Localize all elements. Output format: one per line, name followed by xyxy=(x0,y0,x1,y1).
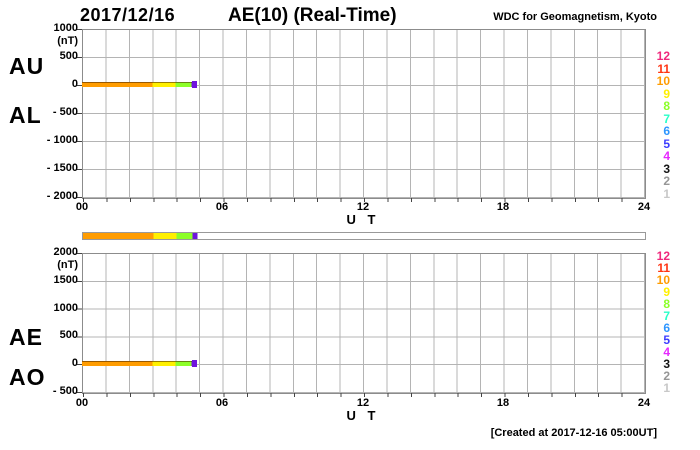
top-ytick-1000: 1000 xyxy=(53,22,78,34)
series-label-ae: AE xyxy=(9,324,43,350)
bottom-xtick-18: 18 xyxy=(496,397,510,409)
legend-item-11: 11 xyxy=(657,261,670,275)
legend-item-5: 5 xyxy=(663,136,670,151)
legend-item-1: 1 xyxy=(663,186,670,201)
legend-item-3: 3 xyxy=(663,357,670,371)
top-x-axis-ticks xyxy=(83,198,645,202)
bottom-ytick-1000: 1000 xyxy=(53,302,78,314)
legend-item-10: 10 xyxy=(656,74,670,89)
legend-item-6: 6 xyxy=(663,124,670,139)
top-x-axis-title: U T xyxy=(346,212,380,227)
station-count-legend-bottom: 12 11 10 9 8 7 6 5 4 3 2 1 xyxy=(644,249,670,395)
legend-item-9: 9 xyxy=(663,86,670,101)
bottom-ytick-2000: 2000 xyxy=(53,246,78,258)
legend-item-6: 6 xyxy=(663,321,670,335)
bottom-ytick-0: 0 xyxy=(71,357,78,369)
top-ytick-500: 500 xyxy=(59,50,78,62)
created-timestamp: [Created at 2017-12-16 05:00UT] xyxy=(490,427,657,439)
top-ytick-0: 0 xyxy=(71,78,78,90)
legend-item-4: 4 xyxy=(663,345,670,359)
top-xtick-24: 24 xyxy=(637,201,651,213)
legend-item-1: 1 xyxy=(663,381,670,395)
au-al-data-line xyxy=(82,82,197,87)
top-ytick--2000: - 2000 xyxy=(46,190,78,202)
top-ytick--500: - 500 xyxy=(52,106,78,118)
ae-ao-plot-area xyxy=(82,253,646,394)
bottom-ytick--500: - 500 xyxy=(52,385,78,397)
legend-item-3: 3 xyxy=(663,161,670,176)
legend-item-7: 7 xyxy=(663,309,670,323)
legend-item-12: 12 xyxy=(656,249,670,263)
data-source-label: WDC for Geomagnetism, Kyoto xyxy=(493,11,657,23)
legend-item-2: 2 xyxy=(663,369,670,383)
legend-item-7: 7 xyxy=(663,111,670,126)
series-label-au: AU xyxy=(9,53,45,79)
legend-item-8: 8 xyxy=(663,99,670,114)
station-count-legend-top: 12 11 10 9 8 7 6 5 4 3 2 1 xyxy=(644,50,670,200)
top-xtick-12: 12 xyxy=(356,201,370,213)
availability-bar xyxy=(82,232,646,240)
top-xtick-18: 18 xyxy=(496,201,510,213)
bottom-y-axis-ticks xyxy=(77,253,82,393)
bottom-unit-label: (nT) xyxy=(57,259,78,271)
top-ytick--1500: - 1500 xyxy=(46,162,78,174)
series-label-ao: AO xyxy=(9,364,46,390)
top-xtick-06: 06 xyxy=(215,201,229,213)
legend-item-5: 5 xyxy=(663,333,670,347)
legend-item-11: 11 xyxy=(657,61,670,76)
bottom-xtick-12: 12 xyxy=(356,397,370,409)
bottom-ytick-500: 500 xyxy=(59,329,78,341)
ae-ao-last-value-marker xyxy=(192,360,197,367)
series-label-al: AL xyxy=(9,102,42,128)
bottom-ytick-1500: 1500 xyxy=(53,274,78,286)
bottom-xtick-06: 06 xyxy=(215,397,229,409)
au-al-last-value-marker xyxy=(192,81,197,88)
bottom-xtick-24: 24 xyxy=(637,397,651,409)
bottom-x-axis-title: U T xyxy=(346,408,380,423)
ae-ao-data-line xyxy=(82,361,197,366)
top-xtick-00: 00 xyxy=(75,201,89,213)
legend-item-10: 10 xyxy=(656,273,670,287)
legend-item-8: 8 xyxy=(663,297,670,311)
au-al-plot-area xyxy=(82,29,646,199)
top-unit-label: (nT) xyxy=(57,35,78,47)
plot-date: 2017/12/16 xyxy=(80,5,176,25)
legend-item-9: 9 xyxy=(663,285,670,299)
legend-item-12: 12 xyxy=(656,49,670,63)
bottom-xtick-00: 00 xyxy=(75,397,89,409)
top-y-axis-ticks xyxy=(77,29,82,198)
legend-item-2: 2 xyxy=(663,174,670,189)
top-ytick--1000: - 1000 xyxy=(46,134,78,146)
bottom-x-axis-ticks xyxy=(83,393,645,397)
page-title: AE(10) (Real-Time) xyxy=(228,5,397,26)
legend-item-4: 4 xyxy=(663,149,670,164)
